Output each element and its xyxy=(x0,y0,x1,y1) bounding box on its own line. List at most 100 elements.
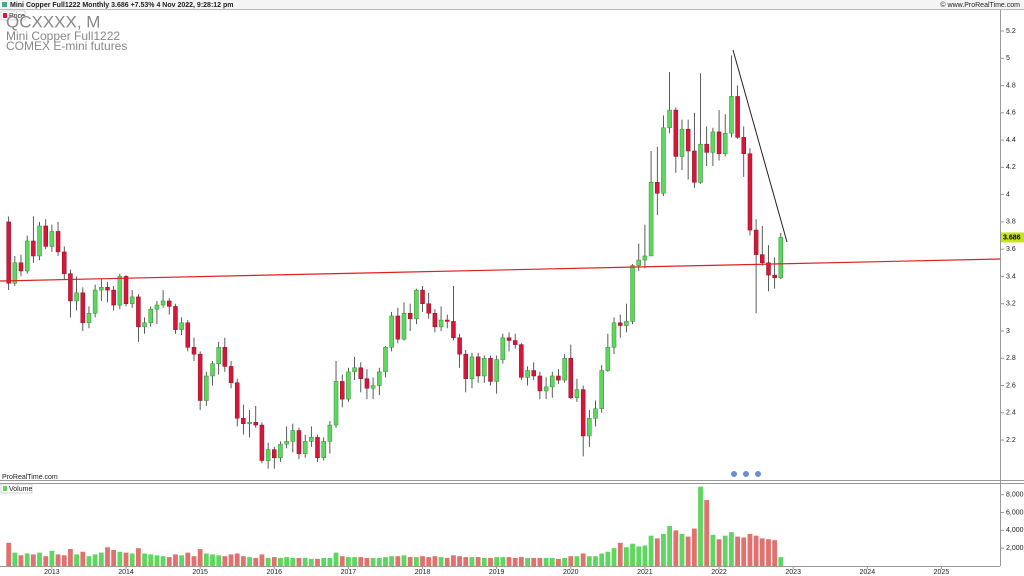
volume-bar xyxy=(704,500,710,566)
volume-bar xyxy=(197,549,203,566)
candle-body xyxy=(49,231,55,247)
y-tick-label: 5.2 xyxy=(1006,28,1016,35)
y-tick-label: 4 xyxy=(1006,191,1010,198)
volume-bar xyxy=(481,557,487,566)
volume-bar xyxy=(766,539,771,566)
event-marker[interactable] xyxy=(743,471,749,477)
volume-bar xyxy=(605,551,611,566)
candle-body xyxy=(241,417,246,424)
candle-body xyxy=(741,137,746,154)
volume-bar xyxy=(265,557,271,566)
x-tick-label: 2015 xyxy=(192,569,208,576)
volume-bar xyxy=(438,557,444,566)
volume-bar xyxy=(61,555,67,566)
volume-bar xyxy=(543,557,549,566)
y-tick-label: 4.8 xyxy=(1006,82,1016,89)
volume-bar xyxy=(518,557,524,566)
x-tick-label: 2014 xyxy=(118,569,134,576)
candle-body xyxy=(315,437,320,459)
candle-body xyxy=(655,182,660,194)
candle-body xyxy=(55,231,61,253)
volume-bar xyxy=(432,556,438,566)
event-marker[interactable] xyxy=(755,471,761,477)
candle-body xyxy=(414,289,419,319)
volume-bar xyxy=(376,557,382,566)
volume-bar xyxy=(685,536,691,566)
candle-body xyxy=(259,424,265,461)
candle-body xyxy=(753,229,759,255)
volume-bar xyxy=(753,535,759,566)
header-bar xyxy=(0,0,1024,9)
volume-bar xyxy=(296,557,302,566)
x-tick-label: 2020 xyxy=(563,569,579,576)
volume-bar xyxy=(302,557,308,566)
candle-body xyxy=(580,389,586,437)
volume-bar xyxy=(735,536,740,566)
candle-body xyxy=(395,315,401,340)
candle-body xyxy=(18,262,24,272)
volume-bar xyxy=(185,552,191,566)
candle-body xyxy=(68,273,73,302)
volume-bar xyxy=(407,557,413,566)
candle-body xyxy=(272,449,277,459)
volume-bar xyxy=(327,557,333,566)
watermark: ProRealTime.com xyxy=(2,474,58,481)
candle-body xyxy=(160,300,166,306)
candle-body xyxy=(309,437,314,442)
last-price-label: 3.686 xyxy=(1003,234,1021,241)
candle-body xyxy=(599,370,604,409)
x-tick-label: 2019 xyxy=(489,569,505,576)
candle-body xyxy=(451,321,456,339)
candle-body xyxy=(352,367,357,373)
volume-bar xyxy=(475,557,481,566)
y-tick-label: 3.6 xyxy=(1006,246,1016,253)
volume-bar xyxy=(105,547,110,566)
x-tick-label: 2024 xyxy=(860,569,876,576)
volume-bar xyxy=(395,556,401,566)
candle-body xyxy=(12,262,18,284)
candle-body xyxy=(37,225,42,257)
volume-bar xyxy=(673,530,679,566)
y-tick-label: 4,000 xyxy=(1006,527,1024,534)
volume-bar xyxy=(339,556,345,566)
candle-body xyxy=(432,312,438,328)
volume-bar xyxy=(259,554,265,566)
volume-bar xyxy=(12,552,18,566)
volume-bar xyxy=(661,533,666,566)
candle-body xyxy=(154,304,160,310)
price-panel-label: Price xyxy=(9,13,25,20)
candle-body xyxy=(710,131,716,153)
volume-bar xyxy=(86,556,92,566)
candle-body xyxy=(383,347,388,373)
volume-bar xyxy=(568,556,574,566)
event-marker[interactable] xyxy=(731,471,737,477)
candle-body xyxy=(525,370,530,378)
volume-bar xyxy=(383,557,388,566)
volume-bar xyxy=(574,556,580,566)
candle-body xyxy=(117,276,123,306)
candle-body xyxy=(321,441,326,459)
chart-title: QCXXXX, M xyxy=(6,12,100,31)
volume-bar xyxy=(469,557,475,566)
volume-bar xyxy=(537,557,543,566)
volume-bar xyxy=(413,557,419,566)
panel-label-box xyxy=(0,483,33,494)
candle-body xyxy=(444,319,450,322)
volume-bar xyxy=(556,558,561,566)
volume-bar xyxy=(364,557,370,566)
volume-bar xyxy=(593,556,598,566)
volume-bar xyxy=(346,557,351,566)
volume-bar xyxy=(451,555,456,566)
candle-body xyxy=(735,96,740,138)
candle-body xyxy=(624,321,629,326)
y-tick-label: 2.6 xyxy=(1006,382,1016,389)
candle-body xyxy=(457,337,462,355)
candle-body xyxy=(222,347,228,367)
x-tick-label: 2013 xyxy=(44,569,60,576)
volume-bar xyxy=(240,556,246,566)
y-tick-label: 3.2 xyxy=(1006,301,1016,308)
y-tick-label: 2.2 xyxy=(1006,437,1016,444)
candle-body xyxy=(716,131,722,154)
volume-bar xyxy=(667,525,673,566)
